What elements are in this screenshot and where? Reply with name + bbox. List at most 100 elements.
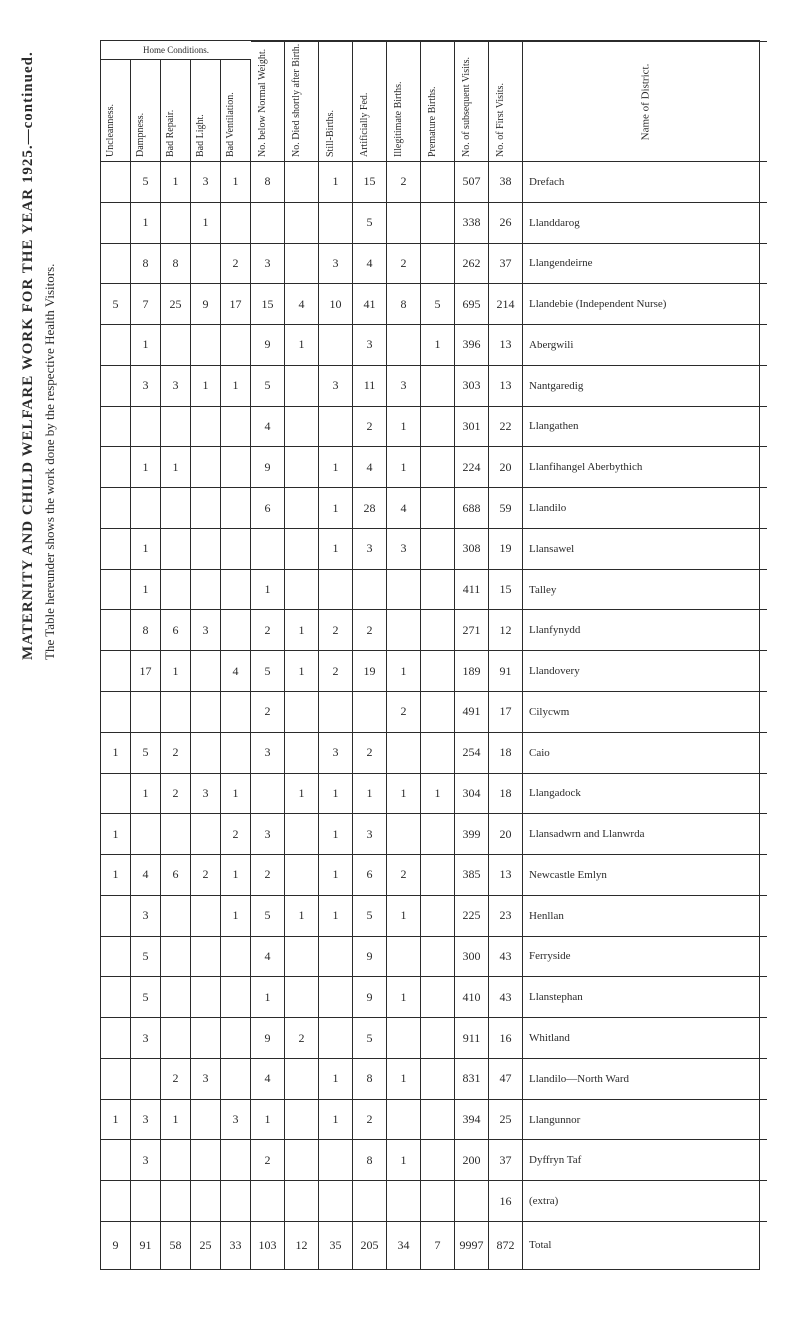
- data-cell: [319, 691, 353, 732]
- data-cell: 200: [455, 1139, 489, 1180]
- data-cell: 4: [221, 650, 251, 691]
- data-cell: [221, 202, 251, 243]
- data-cell: [353, 1180, 387, 1221]
- data-cell: [285, 854, 319, 895]
- data-cell: 15: [251, 283, 285, 324]
- data-cell: 1: [285, 650, 319, 691]
- data-cell: [421, 895, 455, 936]
- data-cell: [285, 1180, 319, 1221]
- data-cell: 8: [387, 283, 421, 324]
- data-cell: [101, 487, 131, 528]
- data-cell: 10: [319, 283, 353, 324]
- data-cell: [319, 202, 353, 243]
- data-cell: [455, 1180, 489, 1221]
- data-cell: 2: [387, 691, 421, 732]
- data-cell: 3: [319, 243, 353, 284]
- data-cell: 1: [221, 365, 251, 406]
- data-cell: 8: [161, 243, 191, 284]
- data-cell: [101, 1017, 131, 1058]
- data-cell: [101, 446, 131, 487]
- data-cell: 1: [319, 161, 353, 202]
- total-cell: 9997: [455, 1221, 489, 1269]
- data-cell: 3: [353, 528, 387, 569]
- data-cell: 5: [101, 283, 131, 324]
- data-cell: 4: [353, 243, 387, 284]
- data-cell: 2: [353, 406, 387, 447]
- data-cell: 304: [455, 773, 489, 814]
- data-cell: 9: [251, 446, 285, 487]
- data-cell: 1: [319, 487, 353, 528]
- data-cell: [421, 1139, 455, 1180]
- data-cell: 41: [353, 283, 387, 324]
- data-cell: 1: [319, 895, 353, 936]
- data-cell: [161, 406, 191, 447]
- data-cell: 1: [251, 569, 285, 610]
- total-label: Total: [523, 1221, 767, 1269]
- district-name: Llangadock: [523, 773, 767, 814]
- data-cell: [421, 1017, 455, 1058]
- data-cell: 15: [353, 161, 387, 202]
- data-cell: [191, 528, 221, 569]
- data-cell: 3: [191, 773, 221, 814]
- data-cell: 1: [387, 773, 421, 814]
- data-cell: 300: [455, 936, 489, 977]
- data-cell: [285, 976, 319, 1017]
- data-cell: 262: [455, 243, 489, 284]
- data-cell: 831: [455, 1058, 489, 1099]
- data-cell: [221, 528, 251, 569]
- data-cell: 38: [489, 161, 523, 202]
- data-cell: [285, 936, 319, 977]
- data-cell: [421, 691, 455, 732]
- district-name: Abergwili: [523, 324, 767, 365]
- data-cell: [387, 202, 421, 243]
- data-cell: [191, 569, 221, 610]
- district-name: Llangathen: [523, 406, 767, 447]
- data-cell: 5: [131, 976, 161, 1017]
- data-cell: [319, 1139, 353, 1180]
- data-cell: [221, 569, 251, 610]
- data-cell: 3: [131, 895, 161, 936]
- data-cell: [191, 406, 221, 447]
- data-cell: 4: [285, 283, 319, 324]
- data-cell: [353, 569, 387, 610]
- data-cell: 1: [387, 406, 421, 447]
- data-cell: [421, 976, 455, 1017]
- data-cell: 4: [387, 487, 421, 528]
- data-cell: 2: [221, 243, 251, 284]
- data-cell: [191, 1099, 221, 1140]
- data-cell: 2: [251, 854, 285, 895]
- data-cell: 4: [251, 406, 285, 447]
- data-cell: [191, 936, 221, 977]
- data-cell: [319, 1017, 353, 1058]
- data-cell: [319, 976, 353, 1017]
- data-cell: 5: [251, 365, 285, 406]
- data-cell: 396: [455, 324, 489, 365]
- data-cell: 1: [101, 732, 131, 773]
- data-cell: 1: [191, 202, 221, 243]
- data-cell: [285, 691, 319, 732]
- data-cell: 9: [353, 936, 387, 977]
- data-cell: 26: [489, 202, 523, 243]
- column-header-label: Premature Births.: [427, 86, 438, 157]
- data-cell: 2: [161, 1058, 191, 1099]
- data-cell: 1: [221, 854, 251, 895]
- data-cell: [101, 773, 131, 814]
- data-cell: 2: [191, 854, 221, 895]
- data-cell: 5: [131, 732, 161, 773]
- data-cell: 2: [285, 1017, 319, 1058]
- data-cell: 9: [251, 1017, 285, 1058]
- column-header: No. below Normal Weight.: [251, 41, 285, 161]
- data-cell: [131, 813, 161, 854]
- data-cell: 3: [353, 813, 387, 854]
- data-cell: 13: [489, 324, 523, 365]
- data-cell: 1: [285, 609, 319, 650]
- column-header-label: Bad Ventilation.: [225, 92, 236, 157]
- district-name: Llandovery: [523, 650, 767, 691]
- data-cell: [353, 691, 387, 732]
- data-cell: [101, 324, 131, 365]
- column-header-label: No. of First Visits.: [495, 83, 506, 157]
- data-cell: [421, 813, 455, 854]
- data-cell: [221, 1139, 251, 1180]
- data-cell: 1: [319, 1058, 353, 1099]
- data-cell: [421, 854, 455, 895]
